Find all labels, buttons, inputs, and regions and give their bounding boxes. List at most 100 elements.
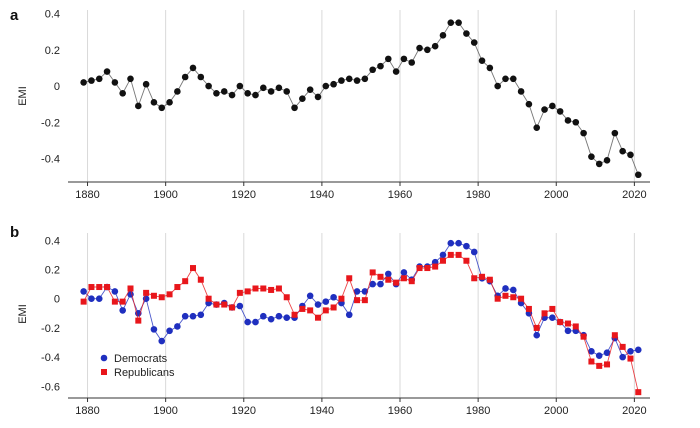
data-point <box>307 307 314 314</box>
data-point <box>510 294 517 301</box>
data-point <box>502 285 509 292</box>
data-point <box>603 349 611 357</box>
data-point <box>564 117 572 124</box>
data-point <box>338 295 345 302</box>
data-point <box>627 355 634 362</box>
data-point <box>104 284 111 291</box>
data-point <box>408 59 416 66</box>
x-tick-label: 1960 <box>388 405 412 417</box>
data-point <box>353 77 361 84</box>
data-point <box>260 312 267 320</box>
data-point <box>283 314 291 321</box>
panel-b: 1880 1900 1920 1940 1960 1980 2000 2020 -0.6 -0.4… <box>17 233 650 417</box>
data-point <box>470 248 478 256</box>
data-point <box>268 286 275 293</box>
data-point <box>572 118 580 126</box>
data-point <box>369 66 376 74</box>
data-point <box>291 104 298 112</box>
data-point <box>588 358 595 365</box>
data-point <box>486 64 494 72</box>
data-point <box>143 289 150 296</box>
data-point <box>314 314 321 321</box>
data-point <box>306 292 314 300</box>
data-point <box>189 265 196 272</box>
data-point <box>275 285 282 292</box>
data-point <box>439 251 447 259</box>
data-point <box>174 88 181 95</box>
data-point <box>158 337 166 345</box>
data-point <box>486 276 493 283</box>
y-tick-label: -0.4 <box>41 153 60 165</box>
data-point <box>158 104 166 112</box>
y-tick-label: -0.2 <box>41 117 60 129</box>
data-point <box>119 298 126 305</box>
data-point <box>478 57 486 64</box>
legend-label: Republicans <box>114 367 175 379</box>
data-point <box>291 311 298 318</box>
data-point <box>533 324 540 331</box>
data-point <box>119 307 126 314</box>
data-point <box>353 288 361 295</box>
data-point <box>525 305 532 312</box>
data-point <box>588 153 595 160</box>
data-point <box>96 284 103 291</box>
data-point <box>135 102 142 110</box>
data-point <box>174 323 181 330</box>
data-point <box>244 89 251 97</box>
data-point <box>345 75 353 83</box>
data-point <box>267 88 275 95</box>
data-point <box>455 19 462 26</box>
data-point <box>127 285 134 292</box>
data-point <box>127 75 134 83</box>
data-point <box>369 269 376 276</box>
y-tick-label: 0 <box>54 81 60 93</box>
data-point <box>267 315 275 323</box>
x-tick-label: 1880 <box>75 189 99 201</box>
panel-a: 1880 1900 1920 1940 1960 1980 2000 2020 -0.4 -0.2… <box>17 9 650 201</box>
data-point <box>377 62 384 70</box>
data-point <box>502 292 509 299</box>
data-point <box>533 331 541 339</box>
data-point <box>166 99 173 106</box>
data-point <box>228 91 236 99</box>
data-point <box>564 320 571 327</box>
data-point <box>439 32 447 39</box>
data-point <box>518 295 525 302</box>
data-point <box>627 151 634 159</box>
data-point <box>213 89 220 97</box>
data-point <box>252 318 259 326</box>
data-point <box>197 276 204 283</box>
data-point <box>603 156 611 164</box>
y-tick-label: 0.4 <box>45 235 60 247</box>
data-point <box>400 269 408 276</box>
data-point <box>611 332 618 339</box>
data-point <box>95 295 103 303</box>
data-point <box>509 75 517 83</box>
y-tick-label: 0 <box>54 294 60 306</box>
data-point <box>205 295 212 302</box>
data-point <box>361 297 368 304</box>
data-point <box>213 301 220 308</box>
x-tick-label: 1900 <box>153 405 177 417</box>
data-point <box>88 295 95 303</box>
data-point <box>580 333 587 340</box>
data-point <box>275 84 283 92</box>
data-point <box>338 77 345 84</box>
data-point <box>549 102 556 110</box>
data-point <box>236 289 243 296</box>
data-point <box>393 279 400 286</box>
data-point <box>572 323 579 330</box>
x-tick-label: 1980 <box>466 189 490 201</box>
data-point <box>455 251 462 258</box>
data-point <box>588 347 595 355</box>
data-point <box>189 64 197 72</box>
data-point <box>354 297 361 304</box>
data-point <box>611 129 619 137</box>
data-point <box>80 288 87 295</box>
data-point <box>150 326 158 333</box>
data-point <box>182 278 189 285</box>
data-point <box>392 68 400 75</box>
y-tick-label: -0.4 <box>41 352 60 364</box>
x-tick-label: 2000 <box>544 189 568 201</box>
